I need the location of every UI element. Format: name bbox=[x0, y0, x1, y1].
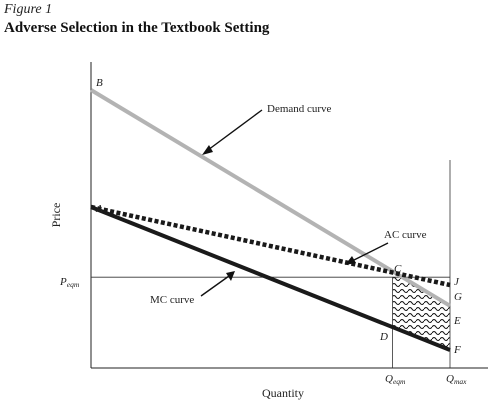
point-label-e: E bbox=[453, 315, 461, 327]
y-axis-label: Price bbox=[49, 203, 63, 228]
demand-curve-arrow bbox=[207, 109, 263, 151]
mc-curve-arrow bbox=[200, 275, 230, 297]
x-tick-q-eqm-sub: eqm bbox=[393, 377, 406, 386]
point-label-g: G bbox=[454, 291, 462, 303]
ac-curve-arrowhead bbox=[345, 256, 356, 265]
point-label-d: D bbox=[379, 331, 388, 343]
demand-curve-label: Demand curve bbox=[267, 103, 332, 115]
ac-curve-line bbox=[90, 204, 451, 288]
ac-curve-arrow bbox=[351, 242, 389, 262]
point-label-f: F bbox=[453, 344, 461, 356]
ac-curve-label: AC curve bbox=[384, 229, 427, 241]
x-tick-q-eqm: Qeqm bbox=[385, 373, 406, 386]
demand-curve-arrowhead bbox=[202, 145, 213, 155]
figure-title: Adverse Selection in the Textbook Settin… bbox=[4, 20, 270, 36]
deadweight-loss-region bbox=[392, 271, 450, 350]
point-label-b: B bbox=[96, 77, 103, 89]
x-axis-label: Quantity bbox=[262, 386, 304, 400]
mc-curve-label: MC curve bbox=[150, 294, 194, 306]
mc-curve-arrowhead bbox=[226, 271, 235, 281]
point-label-j: J bbox=[454, 276, 460, 288]
x-tick-q-max-sub: max bbox=[454, 377, 467, 386]
x-tick-q-max: Qmax bbox=[446, 373, 467, 386]
mc-curve-line bbox=[90, 205, 451, 352]
point-label-c: C bbox=[394, 263, 402, 275]
figure-label: Figure 1 bbox=[4, 2, 53, 17]
point-label-a: A bbox=[95, 203, 103, 215]
y-tick-p-eqm: Peqm bbox=[59, 276, 80, 289]
y-tick-p-eqm-sub: eqm bbox=[67, 280, 80, 289]
